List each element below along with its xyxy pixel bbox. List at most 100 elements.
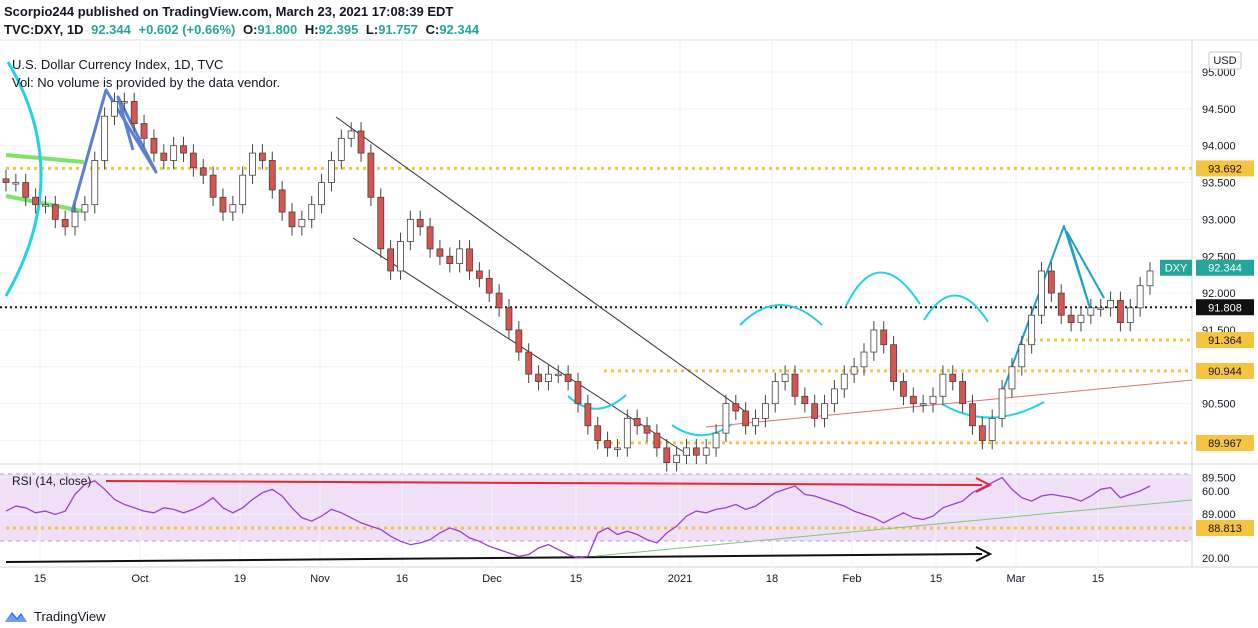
symbol[interactable]: TVC:DXY, 1D [4, 22, 84, 37]
candle [791, 365, 799, 406]
candle [949, 365, 957, 391]
candle [446, 247, 454, 273]
candle [71, 203, 79, 236]
candle [771, 372, 779, 413]
price-tick-label: 94.500 [1202, 104, 1236, 116]
time-tick-label: 15 [34, 573, 46, 585]
candle [545, 365, 552, 391]
tradingview-logo[interactable]: TradingView [4, 606, 106, 626]
grid [0, 40, 1192, 567]
candle [130, 92, 138, 133]
candle [673, 446, 681, 472]
currency-button[interactable]: USD [1208, 51, 1242, 70]
candle [485, 269, 493, 302]
volume-note: Vol: No volume is provided by the data v… [12, 75, 281, 90]
candle [219, 188, 227, 221]
dotted-level-tag [1196, 299, 1254, 316]
level-price-tag [1196, 434, 1254, 451]
candle [633, 409, 641, 435]
level-price-tag-text: 93.692 [1208, 163, 1242, 175]
candle [643, 416, 651, 442]
candle [1008, 357, 1016, 398]
candle [722, 394, 730, 442]
candle [732, 394, 740, 420]
time-tick-label: 15 [570, 573, 582, 585]
candle [1146, 262, 1154, 295]
candle [683, 439, 690, 465]
level-price-tag-text: 90.944 [1208, 366, 1242, 378]
candle [831, 380, 838, 413]
candle [614, 439, 621, 457]
candle [298, 210, 306, 236]
price-tick-label: 94.000 [1202, 141, 1236, 153]
rsi-red-arrow [105, 480, 983, 486]
svg-text:USD: USD [1213, 55, 1236, 67]
cyan-arc-3 [739, 304, 823, 326]
candle [318, 173, 325, 214]
candle [1117, 291, 1124, 332]
candle [880, 321, 888, 354]
candle [653, 424, 661, 457]
candle [900, 372, 907, 406]
green-wedge-bottom [5, 194, 83, 213]
candle [2, 170, 10, 192]
cyan-arc-5 [923, 294, 989, 323]
tradingview-wordmark: TradingView [34, 608, 106, 624]
candle [32, 188, 39, 214]
candle [189, 144, 197, 177]
candle [12, 173, 20, 192]
ohlc-header: TVC:DXY, 1D 92.344 +0.602 (+0.66%) O:91.… [4, 22, 479, 37]
price-tick-label: 89.000 [1202, 509, 1236, 521]
price-tick-label: 90.500 [1202, 399, 1236, 411]
candle [308, 195, 316, 229]
candle [781, 365, 789, 391]
candle [416, 210, 424, 236]
candle [229, 195, 237, 221]
candle [397, 232, 404, 280]
high-label: H: [304, 22, 319, 37]
candle [594, 416, 602, 450]
candle [288, 203, 296, 236]
candle [239, 166, 247, 214]
candle [61, 210, 69, 236]
level-price-tag-text: 88.813 [1208, 523, 1242, 535]
level-price-tag [1196, 160, 1254, 177]
candle [692, 439, 700, 465]
candle [42, 195, 49, 214]
candle [475, 262, 483, 288]
candle [623, 409, 631, 457]
symbol-tag [1160, 259, 1192, 276]
candle [278, 181, 286, 221]
candle [959, 372, 967, 413]
candle [969, 394, 976, 435]
candle [199, 158, 207, 185]
candle [584, 394, 592, 435]
candle [801, 387, 809, 413]
price-tick-label: 93.500 [1202, 178, 1236, 190]
candle [268, 151, 276, 199]
candle [1107, 291, 1114, 317]
candle [1018, 335, 1026, 376]
open-label: O: [242, 22, 258, 37]
candle [811, 394, 819, 428]
cyan-arc-left [4, 61, 43, 297]
candle [1038, 262, 1045, 325]
price-axis: 95.00094.50094.00093.50093.00092.50092.0… [1202, 67, 1236, 521]
candle [978, 416, 986, 450]
candle [1136, 276, 1144, 317]
candle [850, 357, 858, 384]
candle [337, 129, 345, 170]
time-tick-label: Nov [310, 573, 330, 585]
time-tick-label: Feb [843, 573, 862, 585]
candle [22, 173, 30, 207]
dotted-level-tag-text: 91.808 [1208, 302, 1242, 314]
candle [347, 122, 355, 148]
candle [436, 240, 444, 266]
candle [328, 151, 335, 192]
candle [1057, 284, 1065, 325]
candle [150, 129, 158, 162]
candles [2, 92, 1154, 472]
candle [249, 144, 256, 185]
candle [998, 380, 1006, 428]
